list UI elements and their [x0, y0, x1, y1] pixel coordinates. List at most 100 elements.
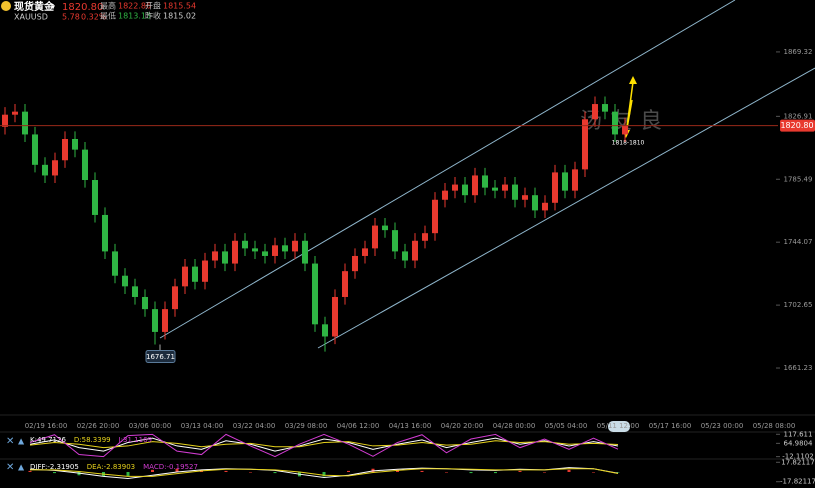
current-price-tag: [780, 119, 815, 132]
candle-body: [422, 233, 428, 241]
x-tick-label: 04/13 16:00: [389, 422, 432, 430]
gold-icon: [1, 1, 11, 11]
candle-body: [282, 245, 288, 252]
candle-body: [202, 260, 208, 282]
candle-body: [332, 296, 338, 337]
candle-body: [212, 251, 218, 261]
candle-body: [472, 175, 478, 196]
y-tick-label: 1744.07: [784, 238, 813, 246]
macd-bar: [273, 472, 277, 474]
low-label-box: [145, 350, 176, 364]
candle-body: [602, 104, 608, 112]
annotation: 1818-1810: [612, 140, 645, 147]
candle-body: [132, 286, 138, 297]
channel-lower: [317, 67, 815, 349]
candle-body: [382, 225, 388, 231]
prev-close-value: 1815.02: [163, 12, 196, 21]
candle-body: [192, 266, 198, 282]
change: 5.78: [62, 13, 80, 22]
candle-body: [572, 169, 578, 191]
candle-body: [352, 255, 358, 272]
y-tick-label: 1702.65: [784, 301, 813, 309]
candle-body: [292, 240, 298, 252]
x-tick-label: 04/06 12:00: [337, 422, 380, 430]
candle-body: [372, 225, 378, 249]
price: 1820.80: [62, 2, 103, 13]
candle-body: [92, 180, 98, 215]
candle-body: [512, 184, 518, 200]
prev-close-label: 昨收: [145, 11, 161, 21]
expand-icon[interactable]: ▲: [18, 437, 25, 446]
y-tick-label: 1785.49: [784, 175, 813, 183]
candle-body: [552, 172, 558, 203]
macd-bar: [175, 468, 179, 472]
candle-body: [482, 175, 488, 188]
candle-body: [562, 172, 568, 191]
y-tick-label: 17.82117: [781, 458, 814, 466]
candle-body: [312, 263, 318, 325]
macd-bar: [543, 472, 546, 473]
candle-body: [72, 138, 78, 150]
candle-body: [462, 184, 468, 196]
macd-bar: [126, 472, 130, 477]
indicator-legend: K:49.7126: [30, 436, 66, 444]
candle-body: [152, 309, 158, 332]
symbol: XAUUSD: [14, 13, 48, 22]
macd-bar: [371, 468, 375, 472]
open-value: 1815.54: [163, 2, 196, 11]
low-value: 1813.13: [118, 12, 151, 21]
candle-body: [272, 245, 278, 256]
candle-body: [62, 138, 68, 161]
candle-body: [242, 240, 248, 249]
candle-body: [502, 184, 508, 191]
x-tick-label: 03/13 04:00: [181, 422, 224, 430]
channel-upper: [159, 0, 736, 339]
macd-bar: [151, 469, 154, 472]
x-tick-label: 05/11 12:00: [597, 422, 640, 430]
instrument-name[interactable]: 现货黄金: [14, 0, 55, 13]
x-tick-label: 04/28 00:00: [493, 422, 536, 430]
candle-body: [452, 184, 458, 191]
low-label: 1676.71: [146, 353, 175, 361]
indicator-legend: DEA:-2.83903: [87, 463, 135, 471]
y-tick-label: -17.82117: [780, 478, 815, 486]
candle-body: [102, 214, 108, 252]
candle-body: [402, 251, 408, 261]
expand-icon[interactable]: ▲: [18, 463, 25, 472]
macd-bar: [445, 472, 448, 473]
candle-body: [532, 195, 538, 211]
macd-bar: [347, 470, 350, 472]
candle-body: [112, 251, 118, 276]
candle-body: [162, 309, 168, 332]
dropdown-arrow[interactable]: ▾: [51, 3, 55, 12]
low-label: 最低: [100, 11, 116, 21]
candle-body: [522, 195, 528, 200]
candle-body: [122, 275, 128, 287]
y-tick-label: 117.611: [784, 430, 813, 438]
candle-body: [612, 111, 618, 135]
candle-body: [492, 187, 498, 191]
candle-body: [342, 271, 348, 297]
high-label: 最高: [100, 1, 116, 11]
close-icon[interactable]: ✕: [6, 462, 14, 473]
candle-body: [42, 164, 48, 176]
candle-body: [442, 190, 448, 200]
candle-body: [52, 160, 58, 176]
candle-body: [542, 202, 548, 211]
x-tick-label: 04/20 20:00: [441, 422, 484, 430]
macd-bar: [322, 472, 326, 477]
change-pct: 0.32%: [81, 13, 107, 22]
close-icon[interactable]: ✕: [6, 436, 14, 447]
high-value: 1822.86: [118, 2, 151, 11]
macd-bar: [616, 472, 620, 473]
candle-body: [582, 119, 588, 170]
x-tick-label: 03/06 00:00: [129, 422, 172, 430]
indicator-line: [29, 437, 619, 452]
candle-body: [182, 266, 188, 287]
candle-body: [362, 248, 368, 256]
x-tick-label: 05/28 08:00: [753, 422, 796, 430]
y-tick-label: -12.1102: [782, 453, 813, 461]
